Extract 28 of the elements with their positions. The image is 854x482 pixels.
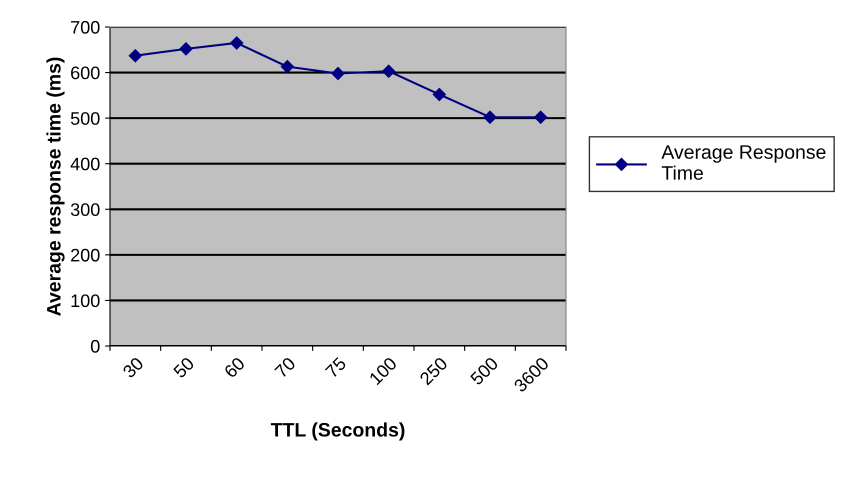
x-tick-label: 100 <box>368 356 398 386</box>
point <box>128 49 142 62</box>
y-tick-label: 100 <box>72 294 100 308</box>
y-tick-label: 200 <box>71 248 100 262</box>
point <box>534 110 548 124</box>
point <box>432 88 446 102</box>
point <box>331 66 345 80</box>
point <box>483 110 497 124</box>
y-tick-label: 0 <box>90 340 100 353</box>
x-tick-label: 250 <box>419 356 448 386</box>
x-tick-label: 60 <box>223 356 246 378</box>
x-tick-label: 50 <box>172 356 195 379</box>
x-tick-label: 70 <box>274 356 296 378</box>
y-tick-label: 300 <box>70 203 100 216</box>
point <box>230 36 244 50</box>
y-tick-label: 600 <box>71 66 100 80</box>
point <box>382 64 396 78</box>
y-tick-label: 700 <box>71 20 100 34</box>
y-axis-title: Average response time (ms) <box>46 58 65 316</box>
point <box>280 60 294 74</box>
x-axis-title: TTL (Seconds) <box>270 422 404 441</box>
legend-label: Average Response Time <box>661 145 826 180</box>
y-tick-label: 400 <box>70 158 100 170</box>
point <box>179 42 193 56</box>
x-tick-label: 75 <box>324 356 347 378</box>
x-tick-label: 30 <box>122 356 144 379</box>
x-tick-label: 500 <box>470 356 499 386</box>
y-tick-label: 500 <box>70 112 100 125</box>
